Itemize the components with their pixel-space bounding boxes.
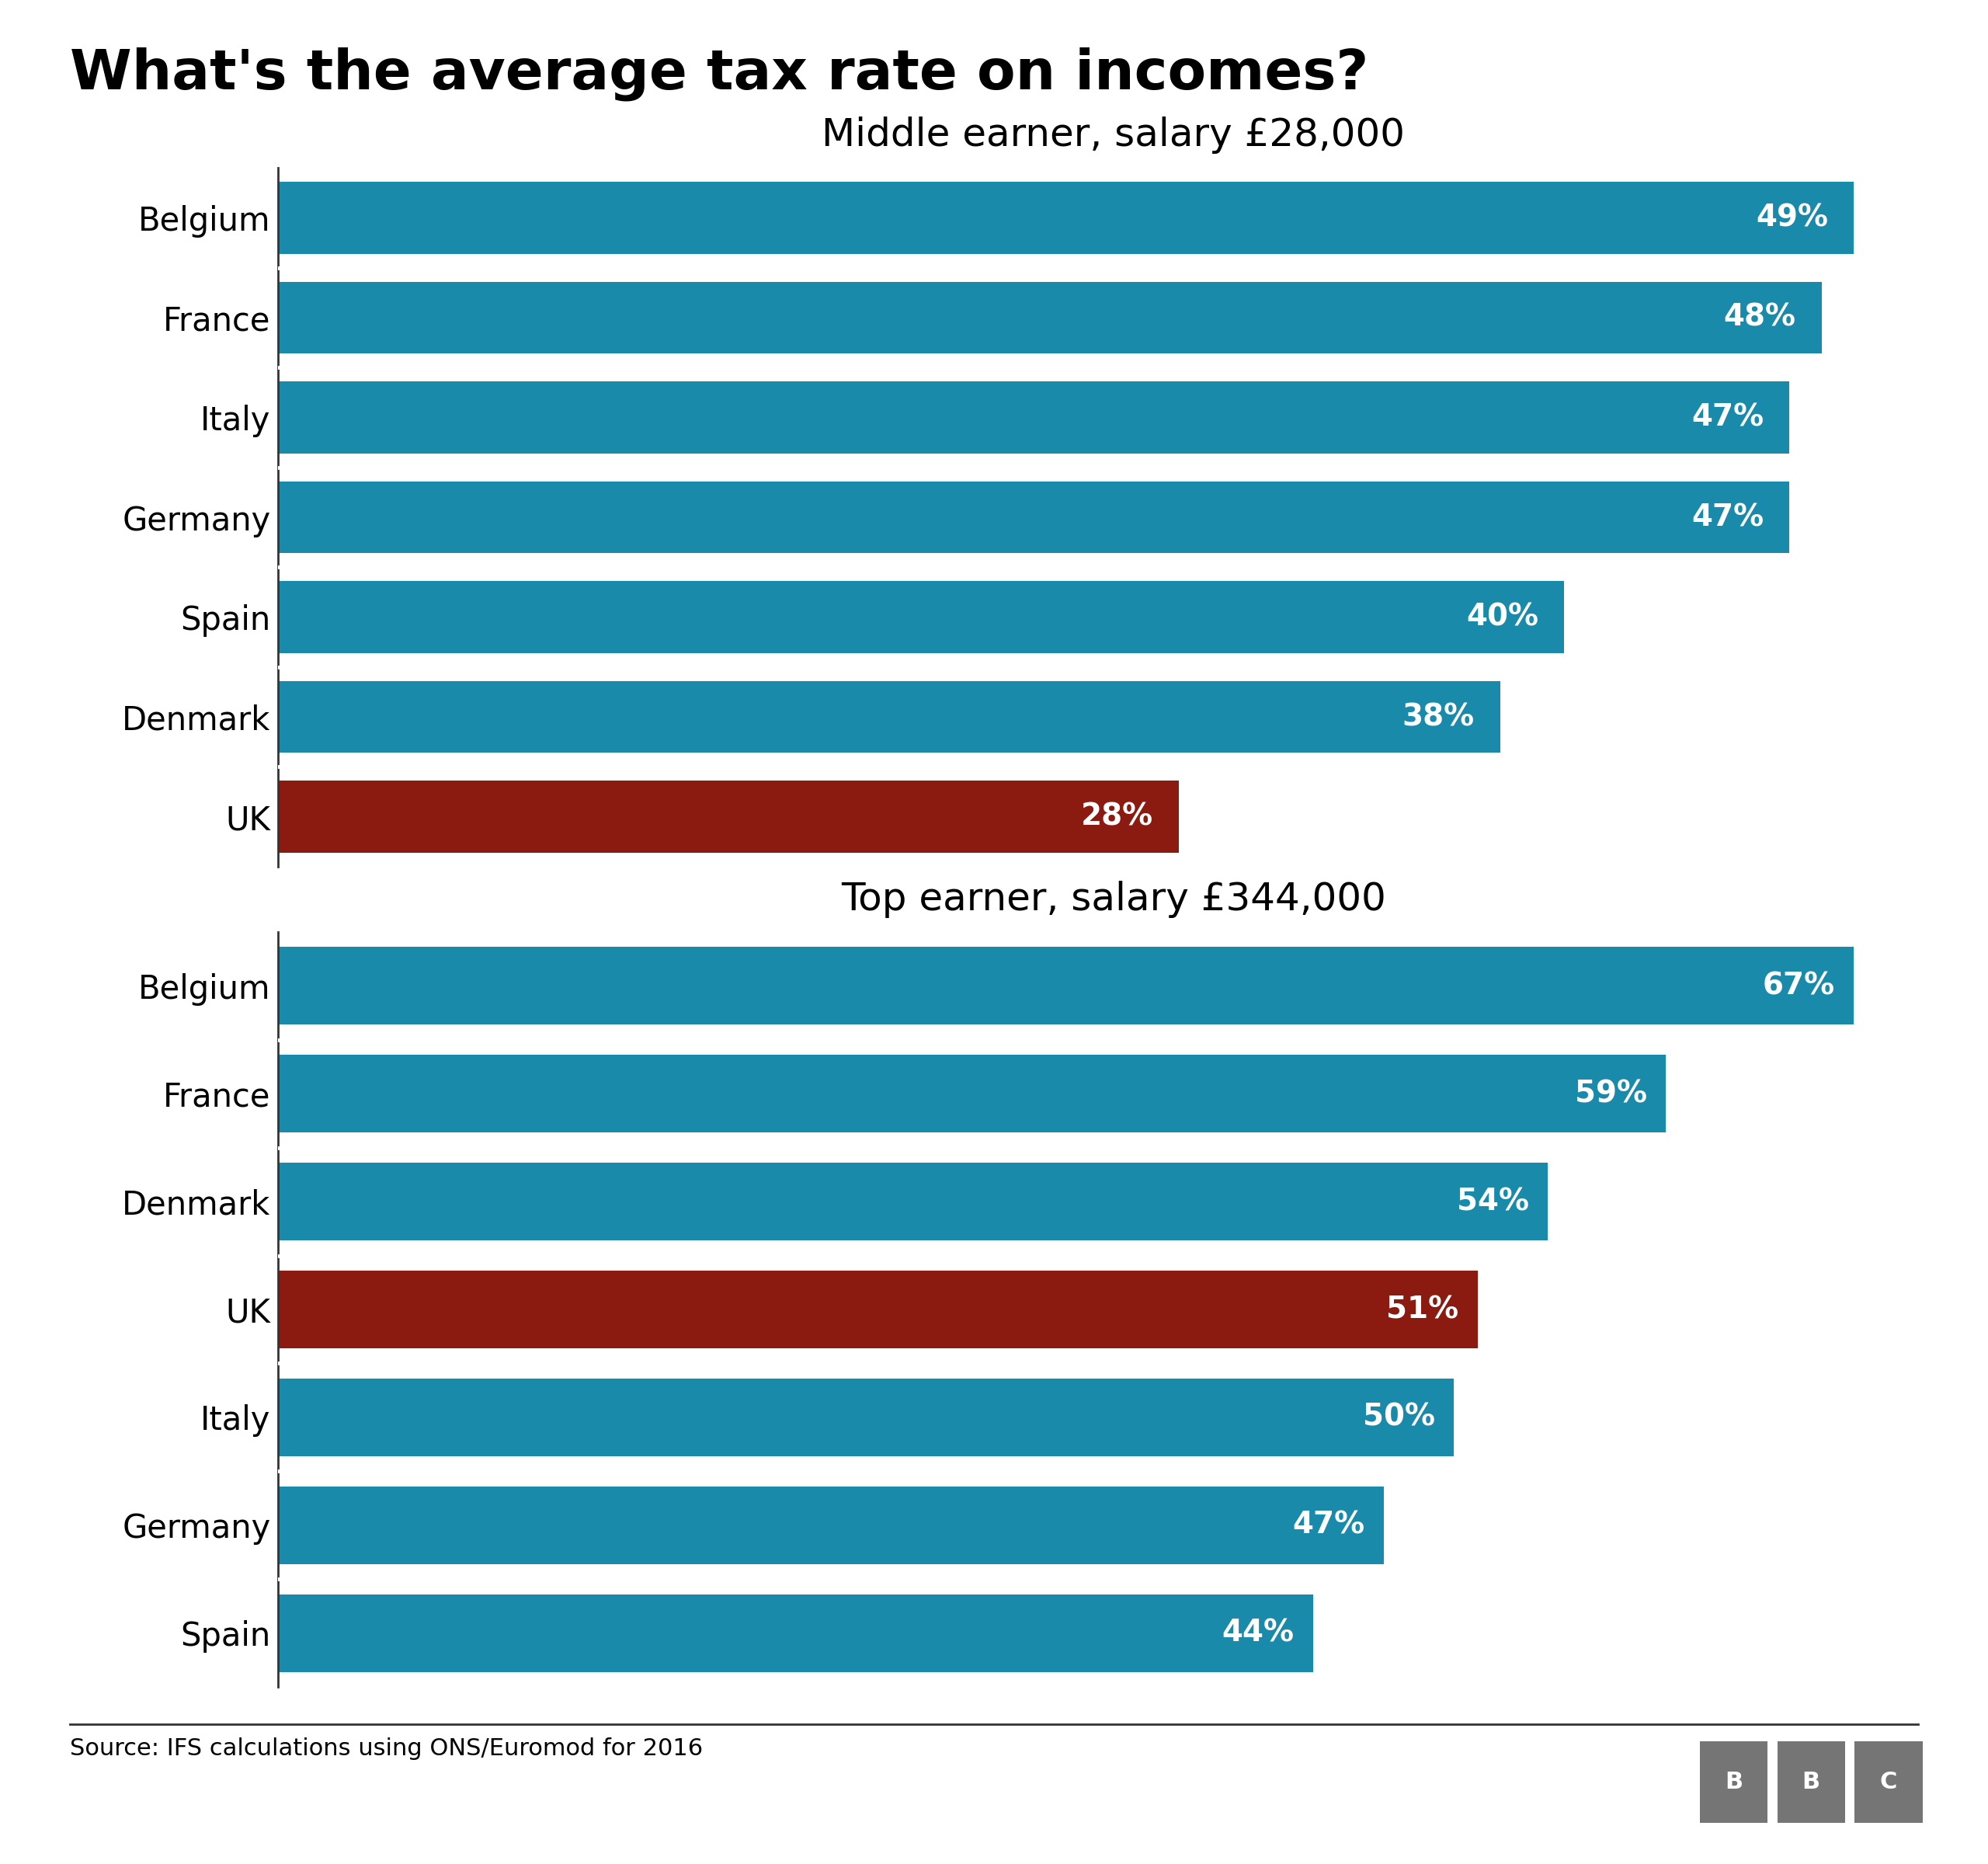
Bar	[278, 382, 1789, 453]
Title: Middle earner, salary £28,000: Middle earner, salary £28,000	[821, 117, 1406, 155]
Text: 47%: 47%	[1692, 503, 1763, 531]
Text: Source: IFS calculations using ONS/Euromod for 2016: Source: IFS calculations using ONS/Eurom…	[70, 1737, 702, 1760]
Bar	[278, 1163, 1549, 1240]
Title: Top earner, salary £344,000: Top earner, salary £344,000	[841, 882, 1386, 919]
Text: 38%: 38%	[1402, 703, 1475, 733]
Bar	[278, 1379, 1453, 1456]
Bar	[278, 781, 1179, 852]
Bar	[278, 582, 1565, 652]
Bar	[278, 1486, 1384, 1564]
Text: 44%: 44%	[1223, 1618, 1294, 1648]
Text: 48%: 48%	[1724, 302, 1795, 332]
Text: 50%: 50%	[1364, 1402, 1435, 1432]
Bar	[278, 181, 1853, 254]
Text: 59%: 59%	[1574, 1079, 1646, 1109]
Text: 51%: 51%	[1386, 1295, 1459, 1323]
Text: 47%: 47%	[1692, 403, 1763, 432]
Text: 28%: 28%	[1081, 802, 1153, 831]
Bar	[278, 1055, 1666, 1133]
Text: B: B	[1724, 1771, 1743, 1793]
Bar	[278, 1271, 1477, 1348]
Text: C: C	[1881, 1771, 1897, 1793]
Bar	[278, 1594, 1312, 1672]
Text: 49%: 49%	[1755, 203, 1829, 233]
Text: B: B	[1801, 1771, 1821, 1793]
Bar	[278, 481, 1789, 554]
Bar	[278, 680, 1501, 753]
Text: 40%: 40%	[1467, 602, 1539, 632]
Text: 54%: 54%	[1457, 1187, 1529, 1217]
Text: What's the average tax rate on incomes?: What's the average tax rate on incomes?	[70, 47, 1368, 101]
Bar	[278, 947, 1853, 1025]
Bar	[278, 281, 1821, 354]
Text: 47%: 47%	[1292, 1510, 1364, 1540]
Text: 67%: 67%	[1763, 971, 1835, 1001]
